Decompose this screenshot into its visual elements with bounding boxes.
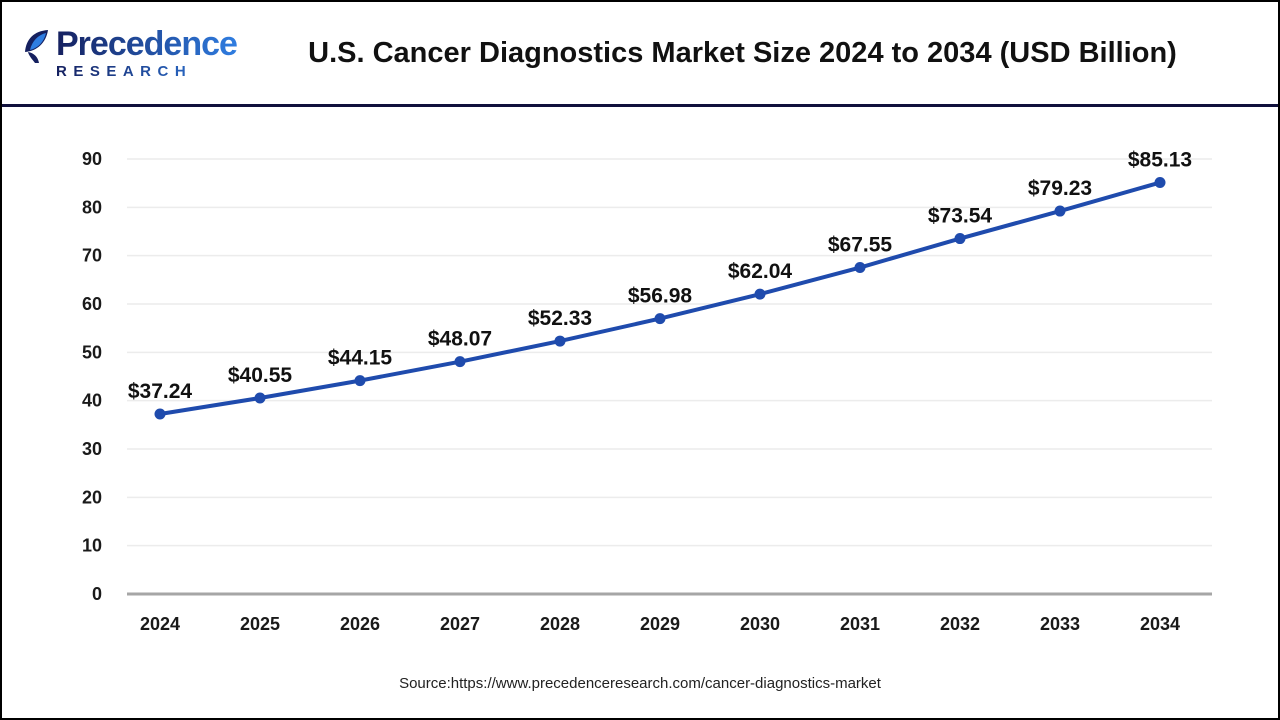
x-axis-tick-label: 2028 xyxy=(540,614,580,634)
data-point-marker xyxy=(554,335,566,347)
precedence-research-logo: Precedence RESEARCH xyxy=(2,25,238,79)
x-axis-tick-label: 2027 xyxy=(440,614,480,634)
y-axis-tick-label: 90 xyxy=(82,149,102,169)
logo-subtitle: RESEARCH xyxy=(56,64,237,79)
x-axis-tick-label: 2026 xyxy=(340,614,380,634)
data-point-marker xyxy=(954,233,966,245)
data-point-label: $85.13 xyxy=(1128,149,1192,172)
x-axis-tick-label: 2025 xyxy=(240,614,280,634)
data-point-marker xyxy=(854,262,866,274)
data-point-label: $79.23 xyxy=(1028,177,1092,200)
y-axis-tick-label: 50 xyxy=(82,342,102,362)
logo-text: Precedence RESEARCH xyxy=(56,25,238,79)
x-axis-tick-label: 2032 xyxy=(940,614,980,634)
data-point-label: $37.24 xyxy=(128,380,193,403)
data-point-marker xyxy=(654,313,666,325)
chart-area: 0 10 20 30 40 50 60 70 80 90 2024 2025 2026 2027 2028 2… xyxy=(2,107,1280,669)
data-point-marker xyxy=(1154,177,1166,189)
y-axis-tick-label: 30 xyxy=(82,439,102,459)
y-axis-tick-label: 0 xyxy=(92,584,102,604)
data-point-marker xyxy=(354,375,366,387)
source-text: Source:https://www.precedenceresearch.co… xyxy=(399,675,881,692)
x-axis-tick-label: 2031 xyxy=(840,614,880,634)
data-point-marker xyxy=(1054,205,1066,217)
x-axis-tick-label: 2029 xyxy=(640,614,680,634)
data-point-label: $73.54 xyxy=(928,205,993,228)
logo-wordmark: Precedence xyxy=(56,25,238,63)
data-point-label: $56.98 xyxy=(628,285,693,308)
y-axis-tick-label: 10 xyxy=(82,536,102,556)
y-axis-tick-label: 70 xyxy=(82,246,102,266)
x-axis-tick-label: 2030 xyxy=(740,614,780,634)
data-point-label: $52.33 xyxy=(528,307,592,330)
y-axis-tick-label: 80 xyxy=(82,197,102,217)
data-point-label: $48.07 xyxy=(428,328,492,351)
y-axis-tick-label: 40 xyxy=(82,391,102,411)
x-axis-tick-label: 2034 xyxy=(1140,614,1180,634)
data-point-label: $62.04 xyxy=(728,260,793,283)
data-point-marker xyxy=(254,392,266,404)
y-axis-tick-label: 60 xyxy=(82,294,102,314)
data-point-label: $40.55 xyxy=(228,364,293,387)
data-point-marker xyxy=(154,408,166,420)
data-point-label: $67.55 xyxy=(828,234,893,257)
chart-title: U.S. Cancer Diagnostics Market Size 2024… xyxy=(308,36,1177,69)
data-point-marker xyxy=(754,288,766,300)
y-axis-tick-label: 20 xyxy=(82,487,102,507)
x-axis-tick-label: 2024 xyxy=(140,614,180,634)
data-point-marker xyxy=(454,356,466,368)
data-point-label: $44.15 xyxy=(328,347,393,370)
x-axis-tick-label: 2033 xyxy=(1040,614,1080,634)
logo-leaf-icon xyxy=(24,29,54,70)
header: Precedence RESEARCH U.S. Cancer Diagnost… xyxy=(2,2,1278,107)
